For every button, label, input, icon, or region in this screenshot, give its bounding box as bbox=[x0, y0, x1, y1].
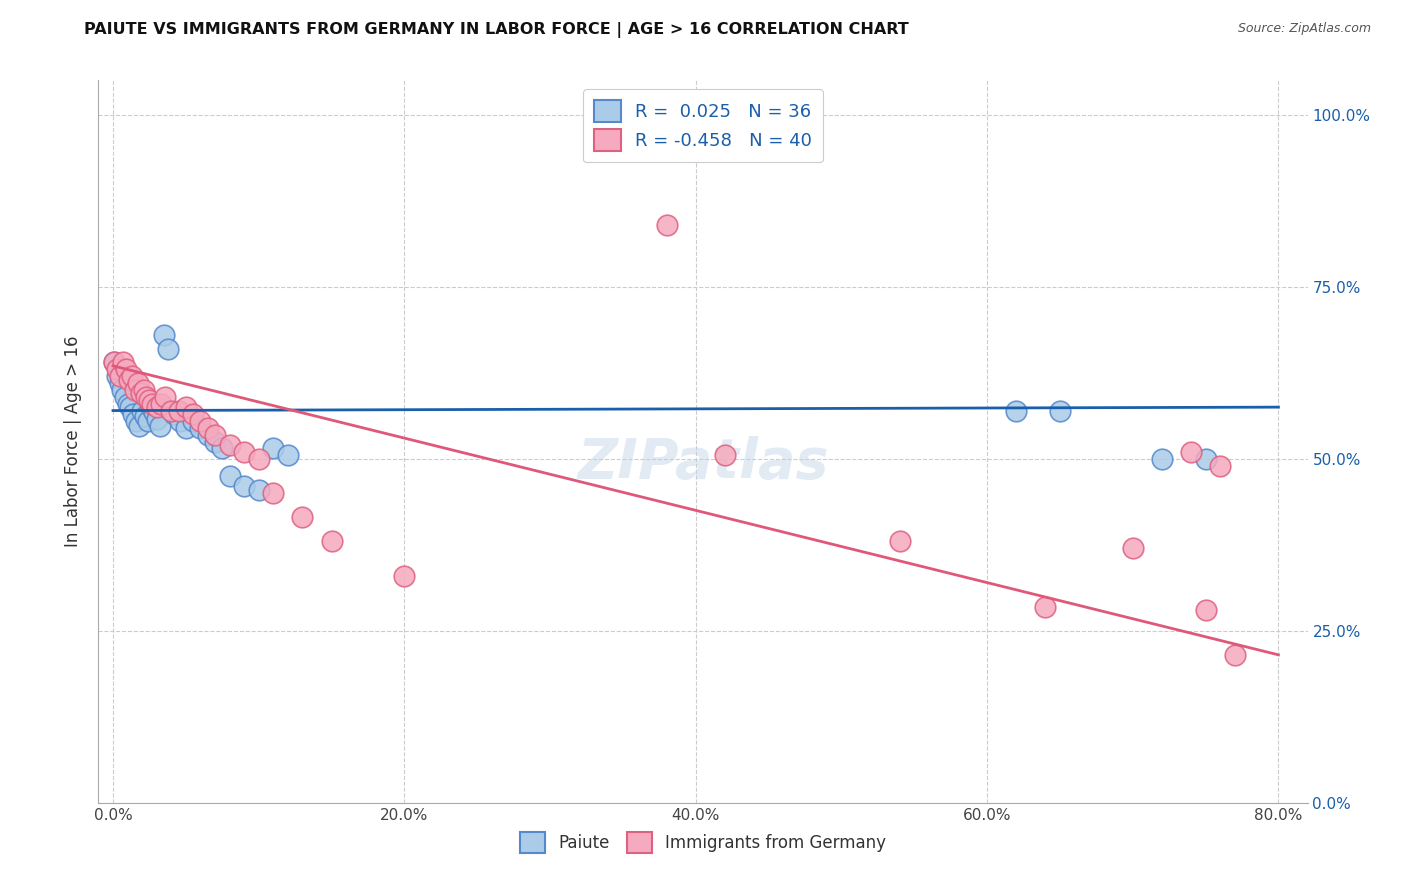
Point bbox=[132, 383, 155, 397]
Text: PAIUTE VS IMMIGRANTS FROM GERMANY IN LABOR FORCE | AGE > 16 CORRELATION CHART: PAIUTE VS IMMIGRANTS FROM GERMANY IN LAB… bbox=[84, 22, 910, 38]
Point bbox=[181, 414, 204, 428]
Point bbox=[111, 383, 134, 397]
Point bbox=[138, 393, 160, 408]
Point bbox=[127, 376, 149, 390]
Point bbox=[174, 400, 197, 414]
Point bbox=[139, 400, 162, 414]
Point bbox=[169, 414, 191, 428]
Point bbox=[218, 438, 240, 452]
Point bbox=[1194, 603, 1216, 617]
Point bbox=[174, 421, 197, 435]
Point bbox=[153, 327, 176, 342]
Point bbox=[1122, 541, 1144, 556]
Point bbox=[141, 397, 163, 411]
Point bbox=[121, 369, 143, 384]
Point bbox=[110, 376, 132, 390]
Point bbox=[197, 421, 219, 435]
Point bbox=[142, 405, 165, 419]
Point bbox=[1223, 648, 1246, 662]
Point bbox=[1150, 451, 1173, 466]
Point bbox=[120, 400, 142, 414]
Point bbox=[247, 451, 270, 466]
Point bbox=[181, 407, 204, 421]
Point bbox=[204, 427, 226, 442]
Point bbox=[262, 442, 284, 456]
Point bbox=[204, 434, 226, 449]
Point bbox=[149, 418, 172, 433]
Point bbox=[197, 427, 219, 442]
Point bbox=[1033, 599, 1056, 614]
Point bbox=[1049, 403, 1071, 417]
Point bbox=[118, 373, 141, 387]
Point bbox=[105, 362, 128, 376]
Point bbox=[155, 390, 177, 404]
Point bbox=[247, 483, 270, 497]
Point bbox=[277, 448, 299, 462]
Point bbox=[125, 414, 148, 428]
Point bbox=[110, 369, 132, 384]
Point bbox=[321, 534, 343, 549]
Point bbox=[114, 390, 136, 404]
Point bbox=[262, 486, 284, 500]
Point bbox=[112, 355, 135, 369]
Point bbox=[117, 397, 139, 411]
Point bbox=[233, 479, 256, 493]
Point bbox=[160, 403, 183, 417]
Point bbox=[128, 418, 150, 433]
Point bbox=[115, 362, 138, 376]
Point bbox=[394, 568, 416, 582]
Text: Source: ZipAtlas.com: Source: ZipAtlas.com bbox=[1237, 22, 1371, 36]
Point bbox=[103, 355, 125, 369]
Point bbox=[167, 403, 190, 417]
Point bbox=[122, 407, 145, 421]
Point bbox=[163, 407, 186, 421]
Y-axis label: In Labor Force | Age > 16: In Labor Force | Age > 16 bbox=[65, 335, 83, 548]
Point bbox=[190, 421, 212, 435]
Point bbox=[131, 403, 153, 417]
Text: ZIPatlas: ZIPatlas bbox=[578, 436, 828, 491]
Point bbox=[135, 390, 157, 404]
Point bbox=[655, 218, 678, 232]
Point bbox=[150, 397, 173, 411]
Point bbox=[889, 534, 911, 549]
Point bbox=[1194, 451, 1216, 466]
Point bbox=[136, 414, 159, 428]
Point bbox=[103, 355, 125, 369]
Point bbox=[211, 442, 233, 456]
Point bbox=[233, 445, 256, 459]
Point bbox=[145, 400, 167, 414]
Point bbox=[1005, 403, 1028, 417]
Point bbox=[218, 469, 240, 483]
Point bbox=[291, 510, 314, 524]
Point bbox=[124, 383, 146, 397]
Point bbox=[134, 409, 156, 423]
Point bbox=[190, 414, 212, 428]
Legend: Paiute, Immigrants from Germany: Paiute, Immigrants from Germany bbox=[513, 826, 893, 860]
Point bbox=[1209, 458, 1232, 473]
Point bbox=[1180, 445, 1202, 459]
Point bbox=[714, 448, 737, 462]
Point bbox=[129, 386, 152, 401]
Point bbox=[105, 369, 128, 384]
Point bbox=[157, 342, 180, 356]
Point bbox=[145, 412, 167, 426]
